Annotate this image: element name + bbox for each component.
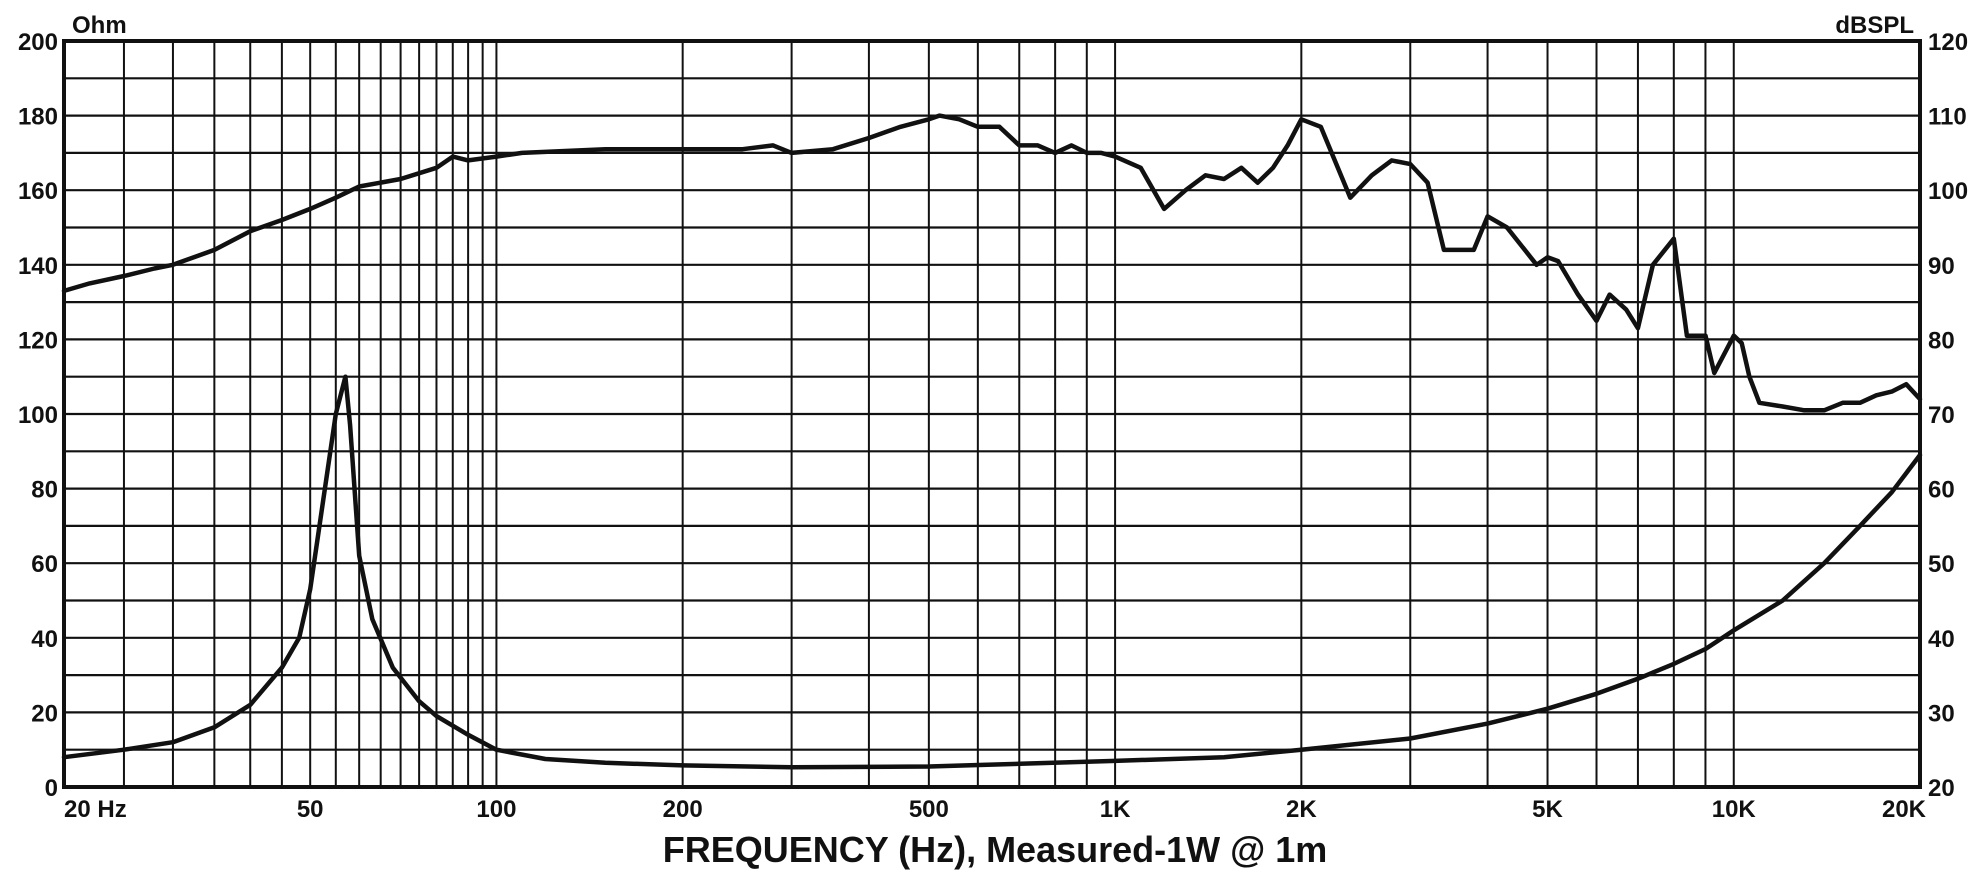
x-tick-label: 10K	[1712, 796, 1757, 823]
right-tick-label: 100	[1928, 178, 1968, 205]
impedance-curve	[61, 374, 1923, 770]
x-tick-label: 100	[476, 796, 516, 823]
left-tick-label: 180	[18, 104, 58, 131]
left-tick-label: 200	[18, 29, 58, 56]
left-tick-label: 40	[31, 626, 58, 653]
right-tick-label: 120	[1928, 29, 1968, 56]
x-axis-title: FREQUENCY (Hz), Measured-1W @ 1m	[663, 829, 1328, 870]
right-tick-label: 90	[1928, 253, 1955, 280]
right-tick-label: 70	[1928, 402, 1955, 429]
right-tick-label: 110	[1928, 104, 1967, 131]
x-tick-label: 200	[663, 796, 703, 823]
left-tick-label: 60	[31, 551, 58, 578]
x-tick-label: 500	[909, 796, 949, 823]
axis-labels: Ohm dBSPL FREQUENCY (Hz), Measured-1W @ …	[72, 12, 1914, 870]
x-tick-label: 5K	[1532, 796, 1563, 823]
x-tick-label: 20K	[1882, 796, 1927, 823]
spl-curve	[61, 113, 1923, 413]
x-tick-label: 50	[297, 796, 324, 823]
right-tick-label: 30	[1928, 700, 1955, 727]
left-tick-label: 80	[31, 477, 58, 504]
tick-labels: 0 20 40 60 80 100 120 140 160 180 200 20 30 40 50 60 70 8…	[18, 29, 1968, 823]
x-tick-label: 1K	[1100, 796, 1131, 823]
left-tick-label: 20	[31, 700, 58, 727]
right-tick-label: 50	[1928, 551, 1955, 578]
left-axis-unit: Ohm	[72, 12, 127, 39]
left-tick-label: 140	[18, 253, 58, 280]
left-tick-label: 160	[18, 178, 58, 205]
x-tick-label: 2K	[1286, 796, 1317, 823]
right-axis-unit: dBSPL	[1835, 12, 1914, 39]
left-tick-label: 100	[18, 402, 58, 429]
plot-frame	[62, 39, 1922, 789]
left-tick-label: 0	[45, 775, 58, 802]
left-tick-label: 120	[18, 327, 58, 354]
x-tick-label: 20 Hz	[64, 796, 127, 823]
right-tick-label: 80	[1928, 327, 1955, 354]
right-tick-label: 40	[1928, 626, 1955, 653]
right-tick-label: 60	[1928, 477, 1955, 504]
chart-curves	[61, 113, 1923, 770]
right-tick-label: 20	[1928, 775, 1955, 802]
